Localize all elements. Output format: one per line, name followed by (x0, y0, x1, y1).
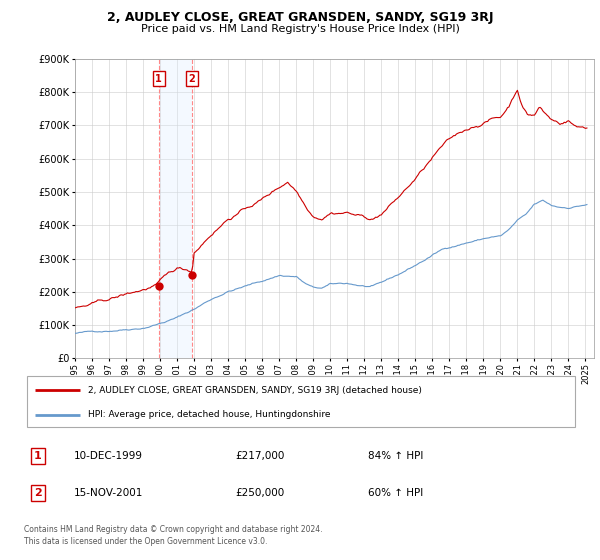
Text: 60% ↑ HPI: 60% ↑ HPI (368, 488, 424, 498)
Text: 1: 1 (34, 451, 42, 461)
Text: £250,000: £250,000 (235, 488, 284, 498)
Text: 1: 1 (155, 74, 162, 84)
Text: 2, AUDLEY CLOSE, GREAT GRANSDEN, SANDY, SG19 3RJ (detached house): 2, AUDLEY CLOSE, GREAT GRANSDEN, SANDY, … (88, 386, 422, 395)
Text: 2: 2 (34, 488, 42, 498)
Text: 2, AUDLEY CLOSE, GREAT GRANSDEN, SANDY, SG19 3RJ: 2, AUDLEY CLOSE, GREAT GRANSDEN, SANDY, … (107, 11, 493, 24)
Text: £217,000: £217,000 (235, 451, 284, 461)
Text: HPI: Average price, detached house, Huntingdonshire: HPI: Average price, detached house, Hunt… (88, 410, 331, 419)
Text: 15-NOV-2001: 15-NOV-2001 (74, 488, 143, 498)
Text: 84% ↑ HPI: 84% ↑ HPI (368, 451, 424, 461)
Text: 2: 2 (188, 74, 196, 84)
Text: 10-DEC-1999: 10-DEC-1999 (74, 451, 143, 461)
Text: Contains HM Land Registry data © Crown copyright and database right 2024.
This d: Contains HM Land Registry data © Crown c… (24, 525, 323, 546)
FancyBboxPatch shape (27, 376, 575, 427)
Text: Price paid vs. HM Land Registry's House Price Index (HPI): Price paid vs. HM Land Registry's House … (140, 24, 460, 34)
Bar (159, 59, 192, 358)
